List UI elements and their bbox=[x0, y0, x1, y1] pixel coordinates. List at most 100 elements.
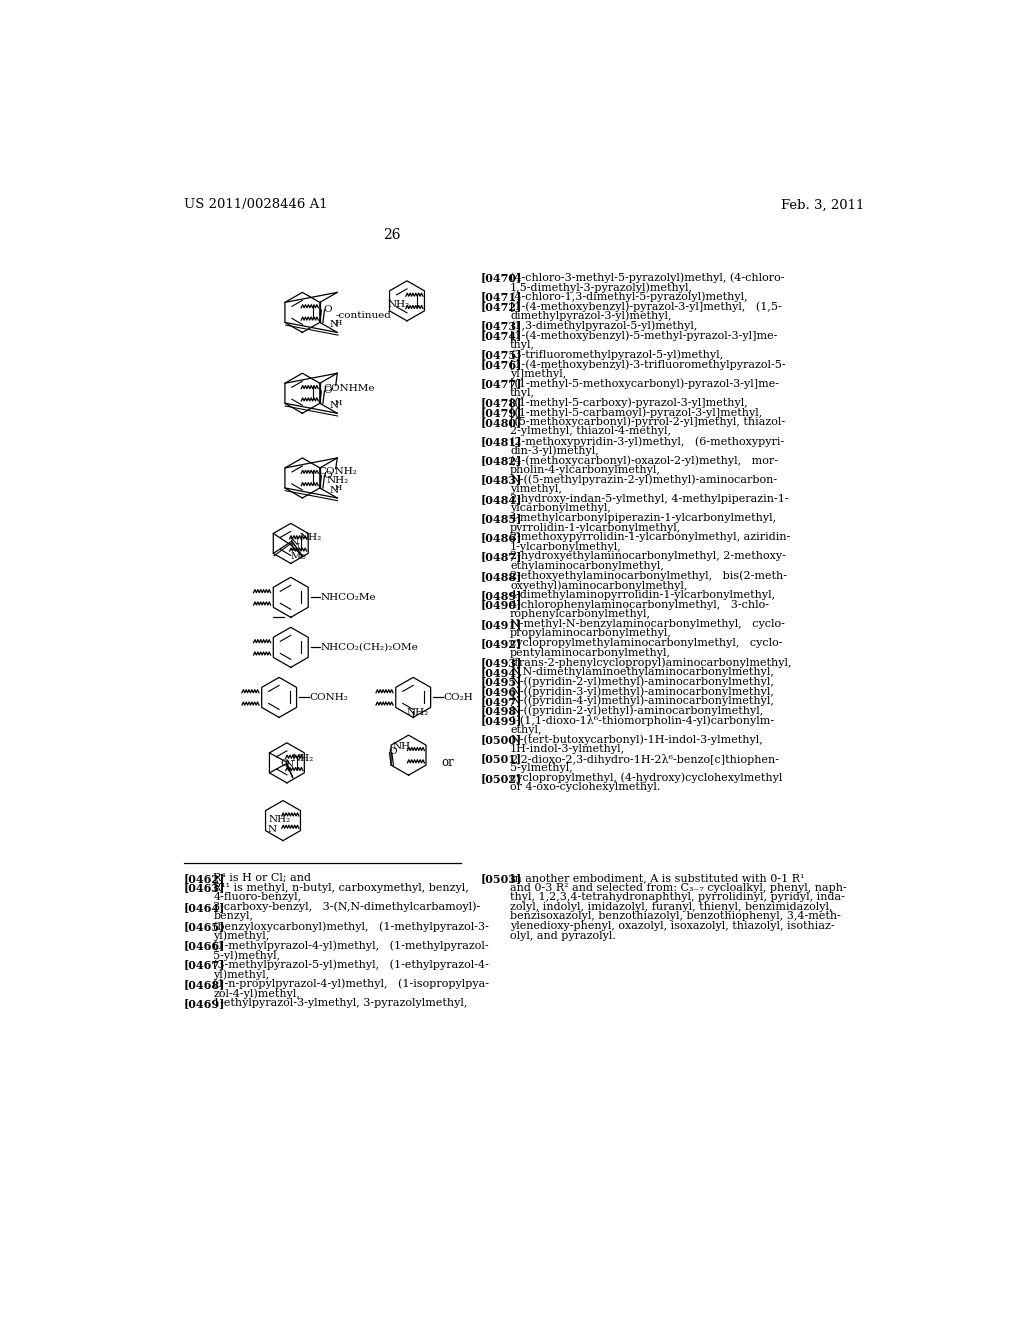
Text: N: N bbox=[291, 543, 299, 552]
Text: NH₂: NH₂ bbox=[407, 708, 429, 717]
Text: (4-chloro-1,3-dimethyl-5-pyrazolyl)methyl,: (4-chloro-1,3-dimethyl-5-pyrazolyl)methy… bbox=[510, 292, 748, 302]
Text: O: O bbox=[324, 305, 333, 314]
Text: 3-carboxy-benzyl,   3-(N,N-dimethylcarbamoyl)-: 3-carboxy-benzyl, 3-(N,N-dimethylcarbamo… bbox=[213, 902, 480, 912]
Text: [0497]: [0497] bbox=[480, 696, 522, 708]
Text: ethyl,: ethyl, bbox=[510, 725, 542, 735]
Text: oxyethyl)aminocarbonylmethyl,: oxyethyl)aminocarbonylmethyl, bbox=[510, 581, 687, 591]
Text: 4-dimethylaminopyrrolidin-1-ylcarbonylmethyl,: 4-dimethylaminopyrrolidin-1-ylcarbonylme… bbox=[510, 590, 776, 601]
Text: [0496]: [0496] bbox=[480, 686, 522, 697]
Text: [0477]: [0477] bbox=[480, 379, 522, 389]
Text: [1-(4-methoxybenzyl)-3-trifluoromethylpyrazol-5-: [1-(4-methoxybenzyl)-3-trifluoromethylpy… bbox=[510, 359, 785, 370]
Text: CONH₂: CONH₂ bbox=[318, 467, 357, 477]
Text: [0495]: [0495] bbox=[480, 677, 522, 688]
Text: N: N bbox=[330, 321, 339, 329]
Text: (3-trifluoromethylpyrazol-5-yl)methyl,: (3-trifluoromethylpyrazol-5-yl)methyl, bbox=[510, 350, 723, 360]
Text: [0494]: [0494] bbox=[480, 667, 522, 678]
Text: [(5-methoxycarbonyl)-pyrrol-2-yl]methyl, thiazol-: [(5-methoxycarbonyl)-pyrrol-2-yl]methyl,… bbox=[510, 417, 785, 428]
Text: N: N bbox=[330, 486, 339, 495]
Text: N: N bbox=[284, 760, 293, 768]
Text: N-((pyridin-4-yl)methyl)-aminocarbonylmethyl,: N-((pyridin-4-yl)methyl)-aminocarbonylme… bbox=[510, 696, 774, 706]
Text: US 2011/0028446 A1: US 2011/0028446 A1 bbox=[183, 198, 328, 211]
Text: [0503]: [0503] bbox=[480, 873, 522, 884]
Text: H: H bbox=[334, 400, 342, 408]
Text: O: O bbox=[324, 471, 333, 480]
Text: (benzyloxycarbonyl)methyl,   (1-methylpyrazol-3-: (benzyloxycarbonyl)methyl, (1-methylpyra… bbox=[213, 921, 489, 932]
Text: [0478]: [0478] bbox=[480, 397, 522, 408]
Text: 1H-indol-3-ylmethyl,: 1H-indol-3-ylmethyl, bbox=[510, 744, 626, 754]
Text: [0482]: [0482] bbox=[480, 455, 522, 466]
Text: [0466]: [0466] bbox=[183, 940, 225, 952]
Text: yl)methyl,: yl)methyl, bbox=[213, 969, 269, 979]
Text: [0470]: [0470] bbox=[480, 272, 522, 284]
Text: NH₂: NH₂ bbox=[327, 477, 349, 486]
Text: [0489]: [0489] bbox=[480, 590, 522, 601]
Text: ylcarbonylmethyl,: ylcarbonylmethyl, bbox=[510, 503, 611, 513]
Text: R⁴ is H or Cl; and: R⁴ is H or Cl; and bbox=[213, 873, 311, 883]
Text: [0463]: [0463] bbox=[183, 883, 225, 894]
Text: yl]methyl,: yl]methyl, bbox=[510, 368, 566, 379]
Text: zol-4-yl)methyl,: zol-4-yl)methyl, bbox=[213, 989, 300, 999]
Text: (1,3-dimethylpyrazol-5-yl)methyl,: (1,3-dimethylpyrazol-5-yl)methyl, bbox=[510, 321, 697, 331]
Text: [0487]: [0487] bbox=[480, 552, 522, 562]
Text: [0484]: [0484] bbox=[480, 494, 522, 504]
Text: 2-methoxypyrrolidin-1-ylcarbonylmethyl, aziridin-: 2-methoxypyrrolidin-1-ylcarbonylmethyl, … bbox=[510, 532, 791, 543]
Text: ylenedioxy-phenyl, oxazolyl, isoxazolyl, thiazolyl, isothiaz-: ylenedioxy-phenyl, oxazolyl, isoxazolyl,… bbox=[510, 921, 835, 931]
Text: [1-(4-methoxybenzyl)-pyrazol-3-yl]methyl,   (1,5-: [1-(4-methoxybenzyl)-pyrazol-3-yl]methyl… bbox=[510, 301, 782, 312]
Text: 1-ethylpyrazol-3-ylmethyl, 3-pyrazolylmethyl,: 1-ethylpyrazol-3-ylmethyl, 3-pyrazolylme… bbox=[213, 998, 468, 1008]
Text: N-methyl-N-benzylaminocarbonylmethyl,   cyclo-: N-methyl-N-benzylaminocarbonylmethyl, cy… bbox=[510, 619, 785, 628]
Text: benzisoxazolyl, benzothiazolyl, benzothiophenyl, 3,4-meth-: benzisoxazolyl, benzothiazolyl, benzothi… bbox=[510, 911, 841, 921]
Text: [0472]: [0472] bbox=[480, 301, 522, 313]
Text: din-3-yl)methyl,: din-3-yl)methyl, bbox=[510, 446, 599, 457]
Text: dimethylpyrazol-3-yl)methyl,: dimethylpyrazol-3-yl)methyl, bbox=[510, 312, 672, 322]
Text: [0471]: [0471] bbox=[480, 292, 522, 302]
Text: 4-methylcarbonylpiperazin-1-ylcarbonylmethyl,: 4-methylcarbonylpiperazin-1-ylcarbonylme… bbox=[510, 513, 777, 523]
Text: NH₂: NH₂ bbox=[291, 754, 313, 763]
Text: O: O bbox=[324, 387, 333, 395]
Text: rophenylcarbonylmethyl,: rophenylcarbonylmethyl, bbox=[510, 610, 651, 619]
Text: [1-(4-methoxybenzyl)-5-methyl-pyrazol-3-yl]me-: [1-(4-methoxybenzyl)-5-methyl-pyrazol-3-… bbox=[510, 330, 777, 341]
Text: benzyl,: benzyl, bbox=[213, 911, 253, 921]
Text: [0464]: [0464] bbox=[183, 902, 225, 913]
Text: [0469]: [0469] bbox=[183, 998, 225, 1008]
Text: [0479]: [0479] bbox=[480, 407, 522, 418]
Text: [(1-methyl-5-carbamoyl)-pyrazol-3-yl]methyl,: [(1-methyl-5-carbamoyl)-pyrazol-3-yl]met… bbox=[510, 407, 762, 417]
Text: [0500]: [0500] bbox=[480, 734, 522, 746]
Text: 5-yl)methyl,: 5-yl)methyl, bbox=[213, 950, 281, 961]
Text: [0480]: [0480] bbox=[480, 417, 522, 428]
Text: (4-(methoxycarbonyl)-oxazol-2-yl)methyl,   mor-: (4-(methoxycarbonyl)-oxazol-2-yl)methyl,… bbox=[510, 455, 778, 466]
Text: [0476]: [0476] bbox=[480, 359, 522, 370]
Text: ethylaminocarbonylmethyl,: ethylaminocarbonylmethyl, bbox=[510, 561, 664, 572]
Text: 2-ylmethyl, thiazol-4-methyl,: 2-ylmethyl, thiazol-4-methyl, bbox=[510, 426, 671, 437]
Text: [0501]: [0501] bbox=[480, 754, 522, 764]
Text: pyrrolidin-1-ylcarbonylmethyl,: pyrrolidin-1-ylcarbonylmethyl, bbox=[510, 523, 681, 532]
Text: [0475]: [0475] bbox=[480, 350, 522, 360]
Text: NHCO₂Me: NHCO₂Me bbox=[321, 593, 377, 602]
Text: 1,5-dimethyl-3-pyrazolyl)methyl,: 1,5-dimethyl-3-pyrazolyl)methyl, bbox=[510, 282, 693, 293]
Text: or: or bbox=[441, 756, 454, 770]
Text: [(1-methyl-5-methoxycarbonyl)-pyrazol-3-yl]me-: [(1-methyl-5-methoxycarbonyl)-pyrazol-3-… bbox=[510, 379, 779, 389]
Text: [0485]: [0485] bbox=[480, 513, 522, 524]
Text: [0492]: [0492] bbox=[480, 638, 522, 649]
Text: and 0-3 R² and selected from: C₃₋₇ cycloalkyl, phenyl, naph-: and 0-3 R² and selected from: C₃₋₇ cyclo… bbox=[510, 883, 847, 892]
Text: N: N bbox=[330, 401, 339, 411]
Text: [0483]: [0483] bbox=[480, 474, 522, 486]
Text: yl)methyl,: yl)methyl, bbox=[213, 931, 269, 941]
Text: [0486]: [0486] bbox=[480, 532, 522, 544]
Text: cyclopropylmethylaminocarbonylmethyl,   cyclo-: cyclopropylmethylaminocarbonylmethyl, cy… bbox=[510, 638, 782, 648]
Text: thyl,: thyl, bbox=[510, 339, 536, 350]
Text: [(1-methyl-5-carboxy)-pyrazol-3-yl]methyl,: [(1-methyl-5-carboxy)-pyrazol-3-yl]methy… bbox=[510, 397, 748, 408]
Text: [0488]: [0488] bbox=[480, 570, 522, 582]
Text: NH: NH bbox=[392, 742, 411, 751]
Text: [0481]: [0481] bbox=[480, 436, 522, 447]
Text: 2,2-dioxo-2,3-dihydro-1H-2λ⁶-benzo[c]thiophen-: 2,2-dioxo-2,3-dihydro-1H-2λ⁶-benzo[c]thi… bbox=[510, 754, 779, 764]
Text: NH₂: NH₂ bbox=[268, 816, 291, 824]
Text: [0473]: [0473] bbox=[480, 321, 522, 331]
Text: 5-ylmethyl,: 5-ylmethyl, bbox=[510, 763, 572, 774]
Text: N: N bbox=[290, 539, 299, 546]
Text: or 4-oxo-cyclohexylmethyl.: or 4-oxo-cyclohexylmethyl. bbox=[510, 783, 660, 792]
Text: 2-hydroxy-indan-5-ylmethyl, 4-methylpiperazin-1-: 2-hydroxy-indan-5-ylmethyl, 4-methylpipe… bbox=[510, 494, 788, 504]
Text: 26: 26 bbox=[383, 227, 400, 242]
Text: N-((pyridin-2-yl)ethyl)-aminocarbonylmethyl,: N-((pyridin-2-yl)ethyl)-aminocarbonylmet… bbox=[510, 705, 763, 715]
Text: N-((5-methylpyrazin-2-yl)methyl)-aminocarbon-: N-((5-methylpyrazin-2-yl)methyl)-aminoca… bbox=[510, 474, 777, 484]
Text: NH₂: NH₂ bbox=[300, 533, 322, 543]
